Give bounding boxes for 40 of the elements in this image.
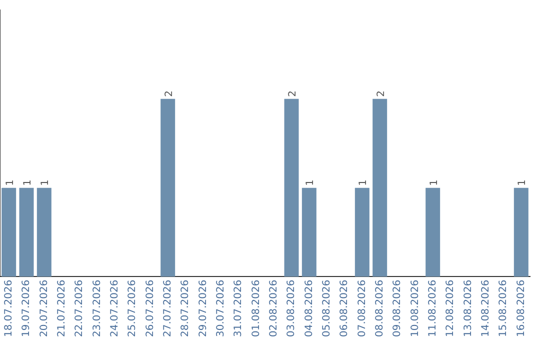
- x-tick-label: 05.08.2026: [321, 280, 332, 338]
- x-tick-label: 01.08.2026: [250, 280, 262, 338]
- data-label: 1: [4, 179, 16, 186]
- data-label: 1: [305, 179, 316, 186]
- x-tick-label: 23.07.2026: [92, 280, 103, 338]
- x-tick-label: 31.07.2026: [233, 280, 244, 338]
- data-label: 1: [428, 179, 440, 186]
- x-tick-label: 22.07.2026: [74, 280, 86, 338]
- x-tick-label: 20.07.2026: [38, 280, 50, 338]
- x-tick-label: 08.08.2026: [374, 280, 386, 338]
- x-tick-label: 06.08.2026: [339, 280, 350, 338]
- x-tick-label: 28.07.2026: [180, 280, 192, 338]
- data-label: 1: [517, 179, 528, 186]
- x-tick-label: 15.08.2026: [498, 280, 510, 338]
- x-tick-label: 18.07.2026: [3, 280, 14, 338]
- x-tick-label: 12.08.2026: [445, 280, 456, 338]
- x-tick-label: 13.08.2026: [462, 280, 474, 338]
- x-tick-label: 19.07.2026: [21, 280, 32, 338]
- x-tick-label: 24.07.2026: [109, 280, 120, 338]
- data-label: 2: [288, 90, 298, 97]
- x-tick-label: 21.07.2026: [56, 280, 68, 338]
- data-label: 1: [358, 179, 370, 186]
- data-label: 1: [40, 179, 52, 186]
- data-label: 1: [22, 179, 34, 186]
- x-tick-label: 26.07.2026: [144, 280, 156, 338]
- x-tick-label: 29.07.2026: [198, 280, 209, 338]
- x-tick-label: 11.08.2026: [427, 280, 438, 338]
- x-tick-label: 14.08.2026: [480, 280, 492, 338]
- x-tick-label: 27.07.2026: [162, 280, 174, 338]
- x-tick-label: 02.08.2026: [268, 280, 280, 338]
- x-tick-label: 07.08.2026: [356, 280, 368, 338]
- data-label: 2: [164, 90, 175, 97]
- x-tick-label: 30.07.2026: [215, 280, 226, 338]
- data-label: 2: [376, 90, 387, 97]
- x-tick-label: 03.08.2026: [286, 280, 298, 338]
- x-tick-label: 25.07.2026: [127, 280, 138, 338]
- x-tick-label: 16.08.2026: [516, 280, 527, 338]
- x-tick-label: 10.08.2026: [410, 280, 421, 338]
- x-tick-label: 04.08.2026: [304, 280, 315, 338]
- x-tick-label: 09.08.2026: [392, 280, 404, 338]
